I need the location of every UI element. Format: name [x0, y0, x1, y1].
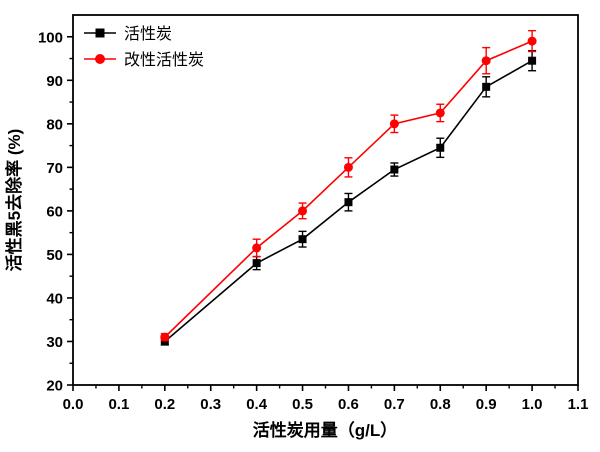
data-point-circle: [389, 119, 399, 129]
legend-square-marker: [95, 28, 105, 38]
x-tick-label: 0.4: [246, 396, 268, 413]
data-point-circle: [527, 36, 537, 46]
x-axis: 0.0 0.1 0.2 0.3 0.4 0.5 0.6 0.7 0.8 0.9 1.0 1.1: [63, 385, 589, 413]
data-point-square: [436, 143, 445, 152]
data-point-circle: [481, 56, 491, 66]
x-tick-label: 0.0: [63, 396, 84, 413]
data-point-circle: [298, 206, 308, 216]
legend-label-activated-carbon: 活性炭: [124, 25, 172, 43]
y-tick-label: 100: [38, 29, 63, 46]
x-axis-title: 活性炭用量（g/L）: [253, 420, 398, 440]
x-tick-label: 0.2: [154, 396, 175, 413]
data-point-square: [482, 82, 491, 91]
series-modified-activated-carbon: [160, 29, 537, 342]
legend-label-modified-activated-carbon: 改性活性炭: [124, 51, 204, 69]
y-tick-label: 20: [46, 378, 63, 395]
data-point-square: [390, 165, 399, 174]
data-point-square: [298, 235, 307, 244]
y-axis-title: 活性黑5去除率 (%): [4, 129, 24, 272]
y-tick-label: 50: [46, 247, 63, 264]
x-tick-label: 0.8: [430, 396, 451, 413]
legend-item-modified-activated-carbon: 改性活性炭: [84, 51, 204, 69]
data-point-circle: [343, 162, 353, 172]
x-tick-label: 1.0: [522, 396, 543, 413]
y-tick-label: 80: [46, 116, 63, 133]
x-tick-label: 1.1: [568, 396, 589, 413]
data-point-circle: [252, 243, 262, 253]
series-layer: [160, 29, 537, 346]
legend-circle-marker: [95, 54, 105, 64]
x-tick-label: 0.5: [292, 396, 313, 413]
x-tick-label: 0.7: [384, 396, 405, 413]
y-tick-label: 60: [46, 203, 63, 220]
data-point-square: [344, 198, 353, 207]
y-tick-label: 90: [46, 73, 63, 90]
y-tick-label: 30: [46, 334, 63, 351]
y-tick-label: 40: [46, 290, 63, 307]
plot-frame: [72, 14, 579, 386]
legend: 活性炭 改性活性炭: [84, 25, 204, 69]
x-tick-label: 0.9: [476, 396, 497, 413]
data-point-square: [528, 56, 537, 65]
data-point-square: [252, 259, 261, 268]
y-tick-label: 70: [46, 160, 63, 177]
y-axis: 20 30 40 50 60 70 80 90 100: [38, 29, 73, 395]
legend-item-activated-carbon: 活性炭: [84, 25, 172, 43]
series-activated-carbon: [160, 49, 537, 346]
x-tick-label: 0.3: [200, 396, 221, 413]
data-point-circle: [435, 108, 445, 118]
data-point-circle: [160, 332, 170, 342]
x-tick-label: 0.6: [338, 396, 359, 413]
x-tick-label: 0.1: [108, 396, 129, 413]
